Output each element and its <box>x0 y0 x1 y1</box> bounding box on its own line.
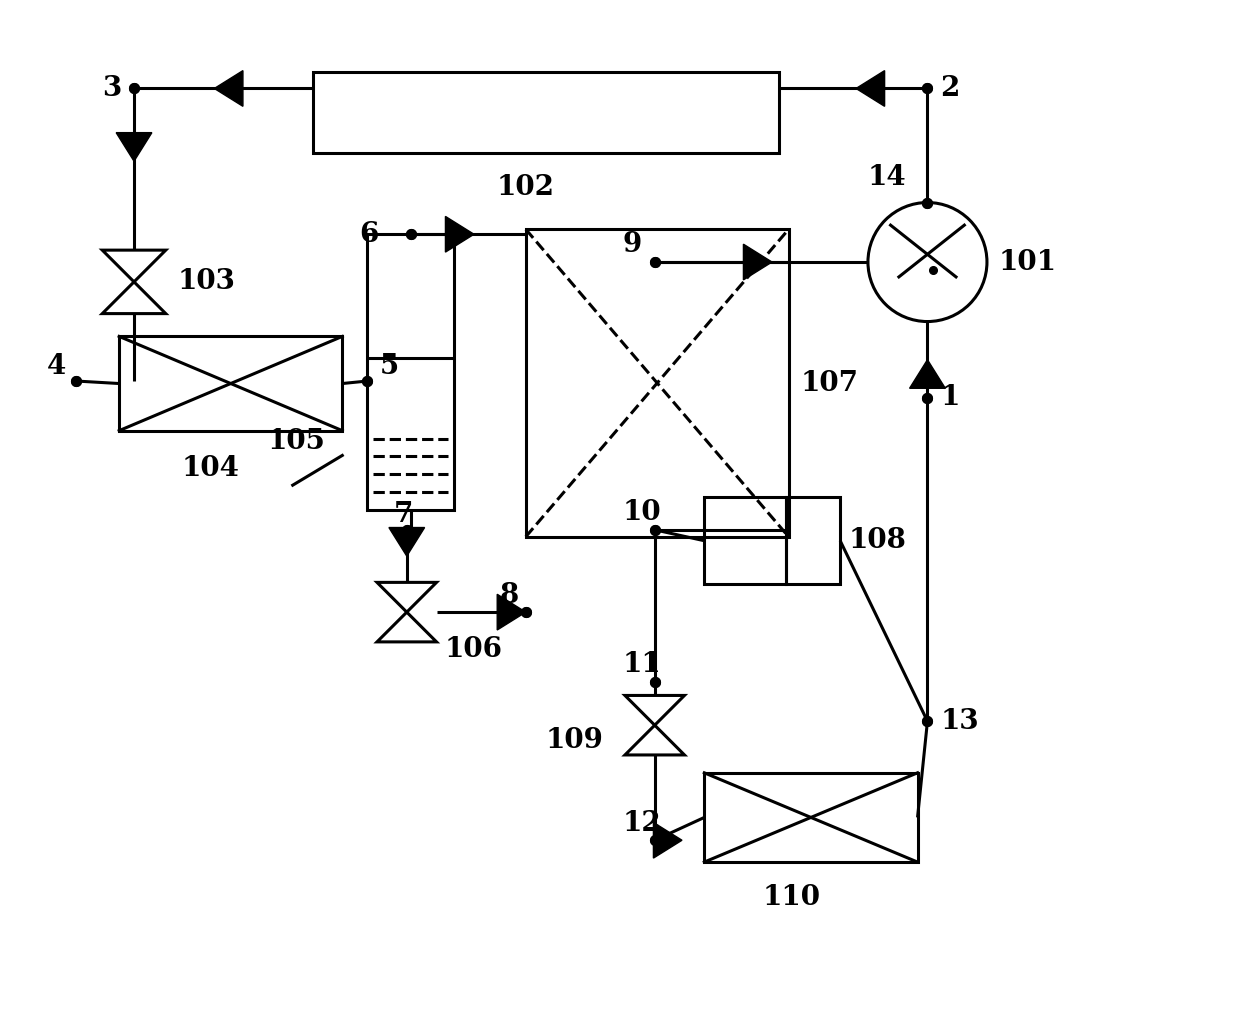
Text: 1: 1 <box>940 385 960 411</box>
Polygon shape <box>445 216 474 252</box>
Polygon shape <box>910 359 945 389</box>
Text: 13: 13 <box>940 707 978 735</box>
Polygon shape <box>744 245 773 280</box>
Text: 8: 8 <box>500 582 520 609</box>
Text: 110: 110 <box>763 884 820 911</box>
Text: 6: 6 <box>360 220 378 248</box>
Text: 103: 103 <box>177 268 236 295</box>
Text: 2: 2 <box>940 75 960 102</box>
Text: 102: 102 <box>497 175 554 201</box>
Text: 9: 9 <box>622 230 642 258</box>
Text: 4: 4 <box>47 352 66 380</box>
Text: 10: 10 <box>622 499 661 527</box>
Polygon shape <box>856 71 884 107</box>
Text: 107: 107 <box>801 369 858 397</box>
Text: 14: 14 <box>868 164 906 191</box>
Text: 101: 101 <box>999 249 1056 275</box>
Polygon shape <box>389 528 424 556</box>
Text: 109: 109 <box>546 727 604 753</box>
Text: 5: 5 <box>379 352 399 380</box>
Text: 3: 3 <box>102 75 122 102</box>
Text: 105: 105 <box>268 427 326 455</box>
Polygon shape <box>215 71 243 107</box>
Polygon shape <box>117 133 151 161</box>
Text: 11: 11 <box>622 652 661 678</box>
Text: 108: 108 <box>848 527 906 554</box>
Text: 106: 106 <box>444 636 502 664</box>
Text: 7: 7 <box>394 501 413 529</box>
Text: 12: 12 <box>622 810 661 837</box>
Polygon shape <box>653 822 682 858</box>
Text: 104: 104 <box>182 455 239 482</box>
Polygon shape <box>497 594 526 630</box>
